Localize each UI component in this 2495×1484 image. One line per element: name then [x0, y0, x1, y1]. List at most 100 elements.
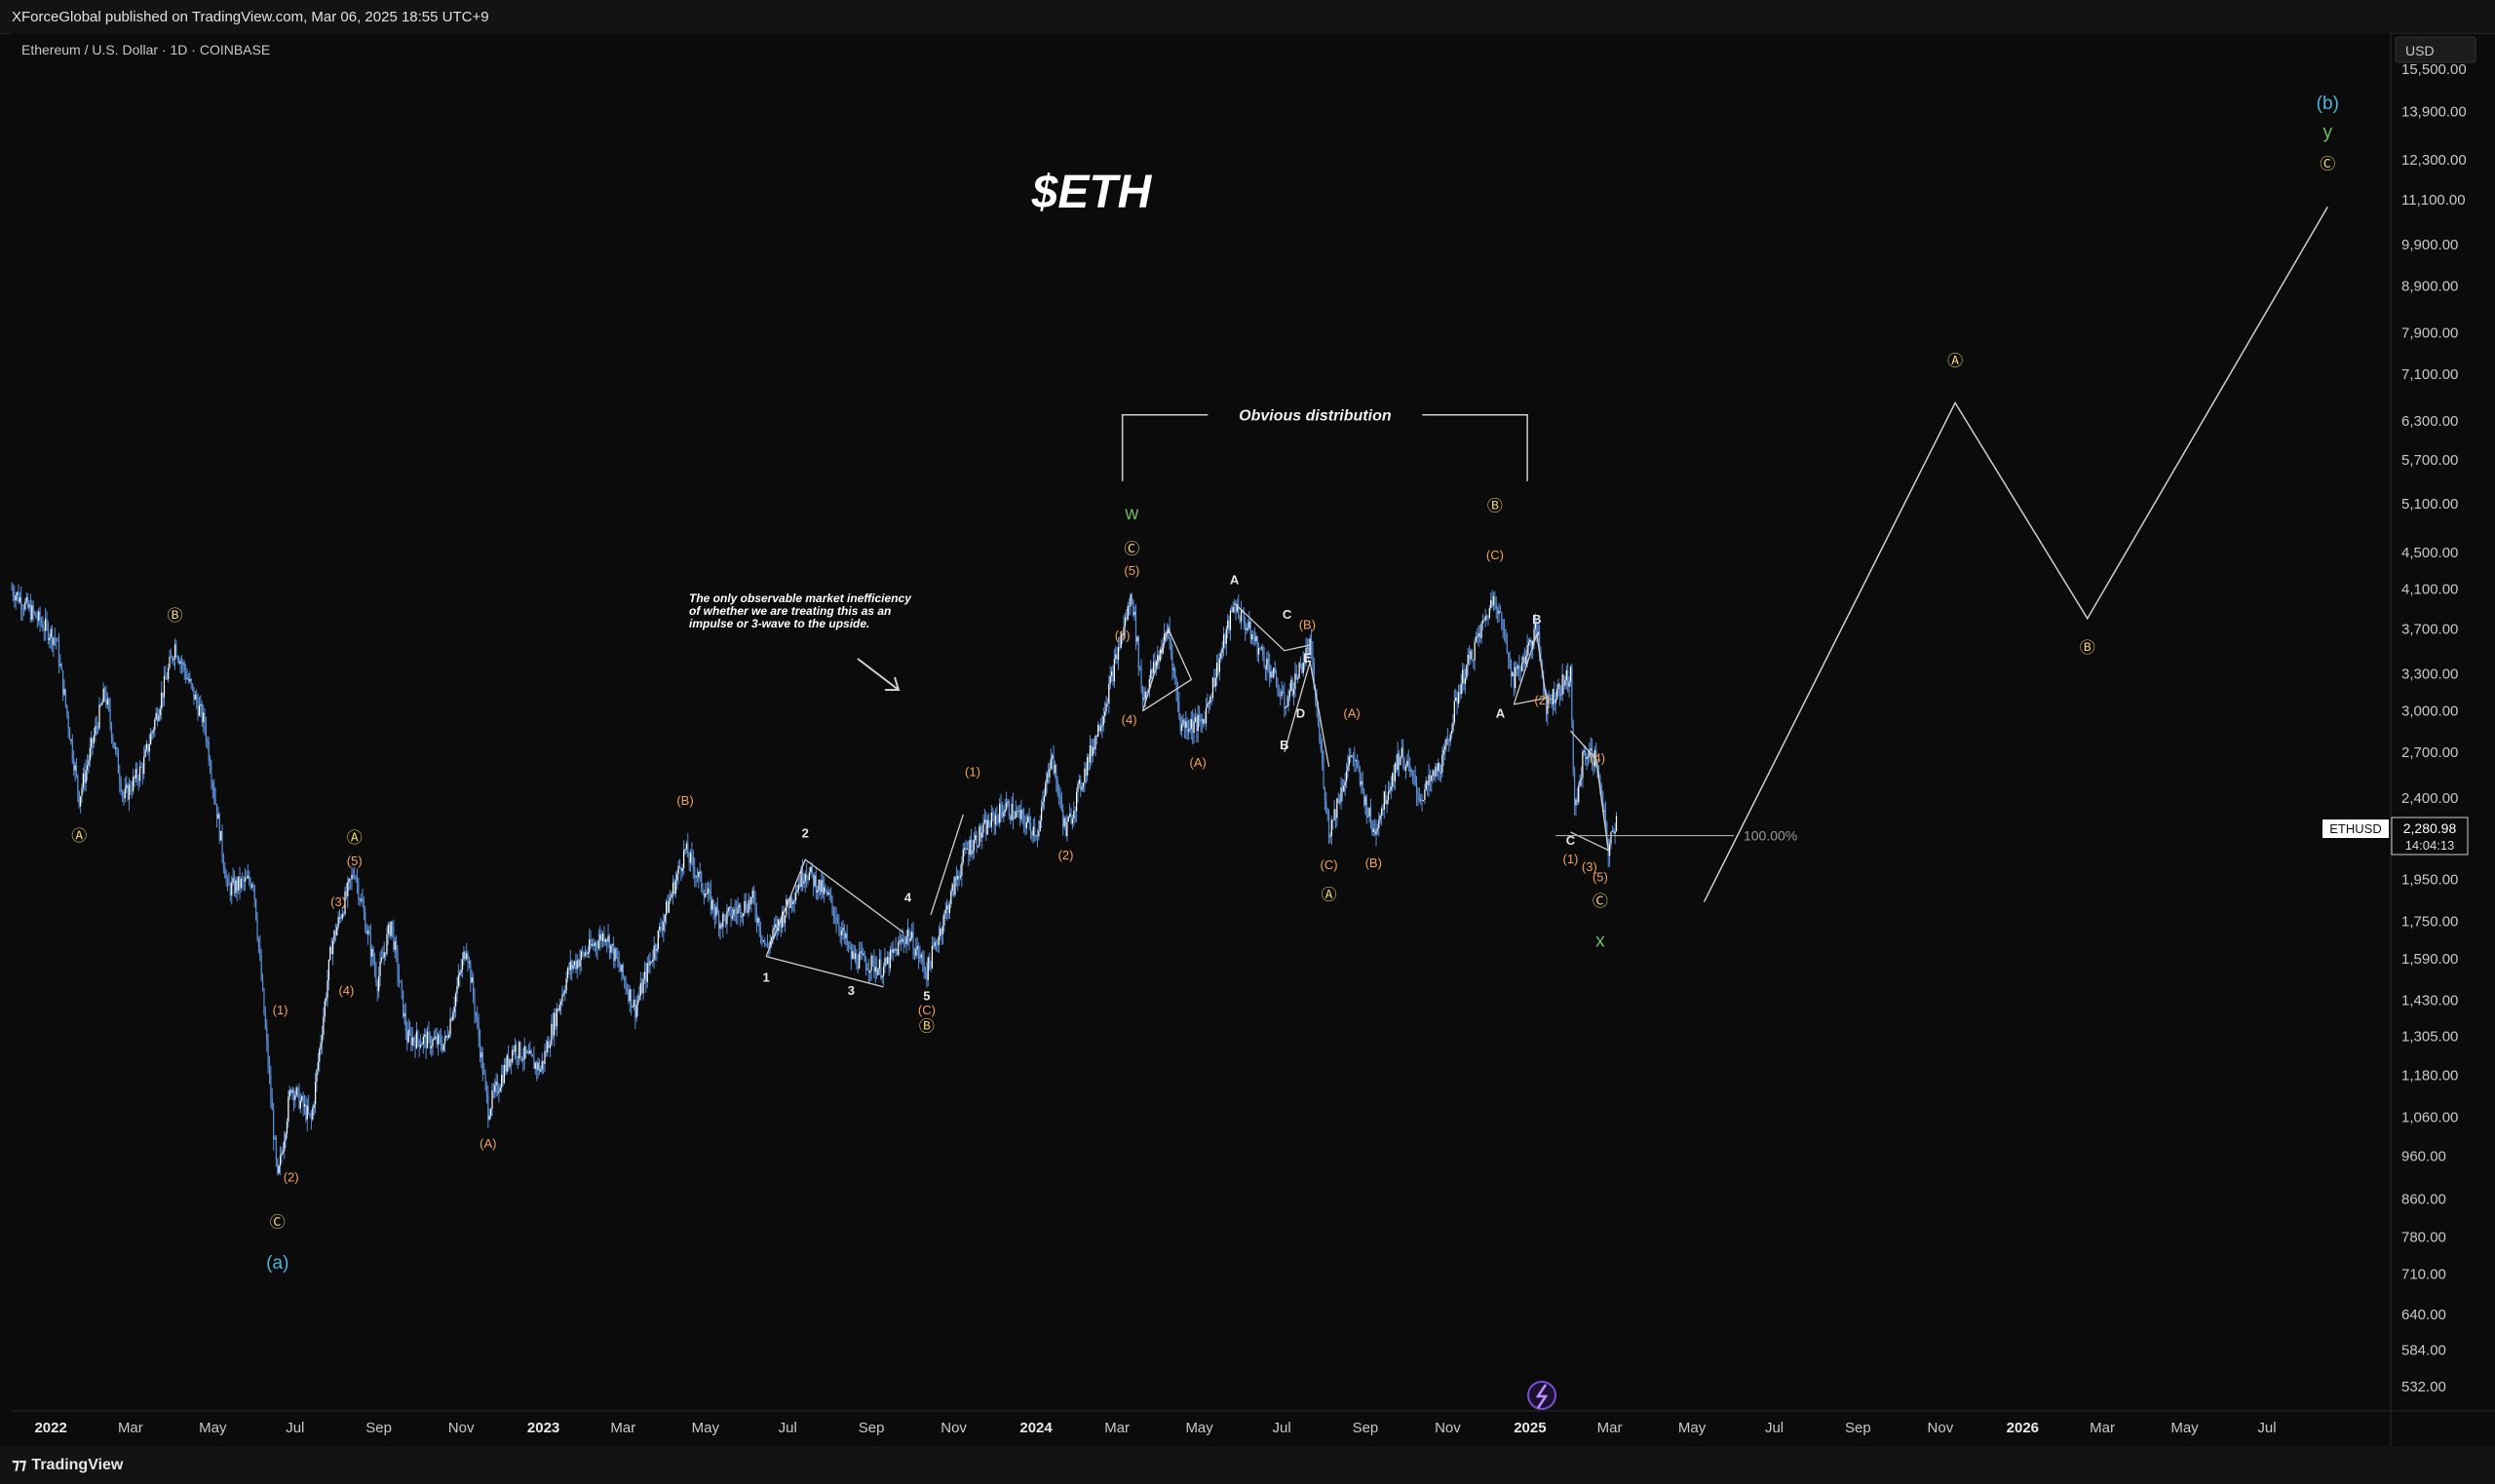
- price-axis[interactable]: 15,500.00 13,900.00 12,300.00 11,100.00 9,90…: [2401, 61, 2467, 1395]
- candle-body: [617, 957, 619, 961]
- wave-label: B: [1280, 738, 1288, 752]
- candle-body: [678, 865, 681, 868]
- candle-body: [378, 975, 380, 992]
- candle-body: [1175, 678, 1177, 693]
- candle-body: [1459, 692, 1461, 695]
- candle-body: [587, 952, 589, 954]
- candle-body: [1082, 782, 1085, 787]
- candle-body: [512, 1049, 514, 1063]
- candle-body: [1565, 670, 1567, 681]
- candle-body: [723, 914, 725, 916]
- candle-body: [31, 605, 33, 620]
- candle-body: [128, 784, 131, 800]
- candle-body: [186, 678, 188, 680]
- candle-body: [1060, 796, 1062, 811]
- candle-body: [49, 637, 51, 640]
- candle-body: [1554, 689, 1555, 704]
- projection-line: [1703, 206, 2328, 902]
- candle-body: [106, 699, 108, 705]
- note-line-3: impulse or 3-wave to the upside.: [689, 617, 869, 630]
- candle-body: [1117, 647, 1120, 661]
- candle-body: [663, 922, 665, 931]
- candle-body: [913, 953, 916, 956]
- candle-body: [983, 819, 986, 823]
- wave-label: (2): [284, 1169, 299, 1184]
- candle-body: [1446, 739, 1449, 741]
- candle-body: [1367, 816, 1369, 818]
- candle-body: [362, 898, 364, 906]
- candle-body: [330, 946, 332, 955]
- candle-body: [228, 880, 230, 886]
- currency-selector[interactable]: [2395, 36, 2476, 63]
- candle-body: [1298, 663, 1300, 679]
- x-tick-label: May: [2170, 1420, 2199, 1436]
- candle-body: [441, 1046, 443, 1051]
- candle-body: [896, 948, 899, 956]
- candle-body: [757, 918, 759, 923]
- structure-line: [1141, 627, 1193, 712]
- candle-body: [403, 1012, 405, 1017]
- candle-body: [839, 930, 841, 935]
- candle-body: [467, 953, 469, 963]
- candle-body: [523, 1046, 525, 1059]
- candle-body: [1357, 760, 1359, 767]
- candle-body: [815, 875, 817, 894]
- candle-body: [1229, 610, 1232, 630]
- candle-body: [193, 686, 195, 701]
- candle-body: [691, 852, 693, 857]
- candle-body: [1174, 668, 1176, 679]
- candle-body: [835, 918, 837, 924]
- candle-body: [683, 850, 685, 868]
- candle-body: [492, 1090, 494, 1092]
- wave-label: w: [1125, 504, 1139, 524]
- candle-body: [625, 981, 627, 989]
- time-axis[interactable]: 2022 Mar May Jul Sep Nov 2023 Mar May Jul Sep Nov 20…: [34, 1420, 2276, 1436]
- candle-body: [843, 928, 846, 938]
- candle-body: [938, 935, 940, 945]
- candle-body: [769, 940, 771, 948]
- candle-body: [917, 946, 920, 959]
- candle-body: [1537, 631, 1539, 635]
- candle-body: [944, 909, 946, 914]
- wave-label: (3): [1582, 859, 1597, 874]
- wave-labels: ⒶⒷⒸ(a)(1)(2)(3)(4)(5)Ⓐ(A)(B)12345(C)Ⓑ(1)…: [71, 94, 2339, 1274]
- candle-body: [797, 884, 799, 891]
- candle-body: [1383, 791, 1385, 810]
- wave-label: Ⓒ: [2320, 156, 2335, 173]
- y-tick-label: 8,900.00: [2401, 278, 2458, 294]
- candle-body: [484, 1073, 486, 1084]
- candle-body: [1214, 677, 1216, 687]
- candle-body: [247, 875, 249, 879]
- tradingview-logo[interactable]: ⁊⁊ TradingView: [12, 1455, 123, 1474]
- candle-body: [1088, 756, 1090, 763]
- wave-label: Ⓐ: [71, 827, 87, 845]
- candle-body: [906, 930, 909, 936]
- candle-body: [1134, 612, 1137, 642]
- candle-body: [466, 953, 468, 960]
- candle-body: [256, 919, 258, 938]
- candle-body: [203, 712, 205, 723]
- candle-body: [222, 856, 225, 868]
- wave-label: 5: [923, 989, 930, 1004]
- candle-body: [1422, 799, 1425, 801]
- candle-body: [943, 913, 945, 926]
- candle-body: [1091, 744, 1093, 756]
- candle-body: [155, 712, 157, 720]
- candle-body: [699, 871, 701, 873]
- candle-body: [338, 917, 341, 919]
- candle-body: [729, 906, 731, 909]
- candle-body: [1183, 719, 1185, 728]
- candle-body: [96, 726, 97, 728]
- lightning-icon[interactable]: [1527, 1381, 1556, 1410]
- candle-body: [566, 968, 569, 979]
- candle-body: [365, 931, 367, 934]
- candle-body: [314, 1082, 317, 1105]
- candle-body: [1270, 671, 1272, 678]
- candle-body: [1136, 636, 1138, 642]
- candle-body: [194, 694, 196, 701]
- y-tick-label: 5,100.00: [2401, 496, 2458, 513]
- candle-body: [1031, 831, 1033, 836]
- candle-body: [1492, 595, 1495, 606]
- candle-body: [1199, 714, 1201, 721]
